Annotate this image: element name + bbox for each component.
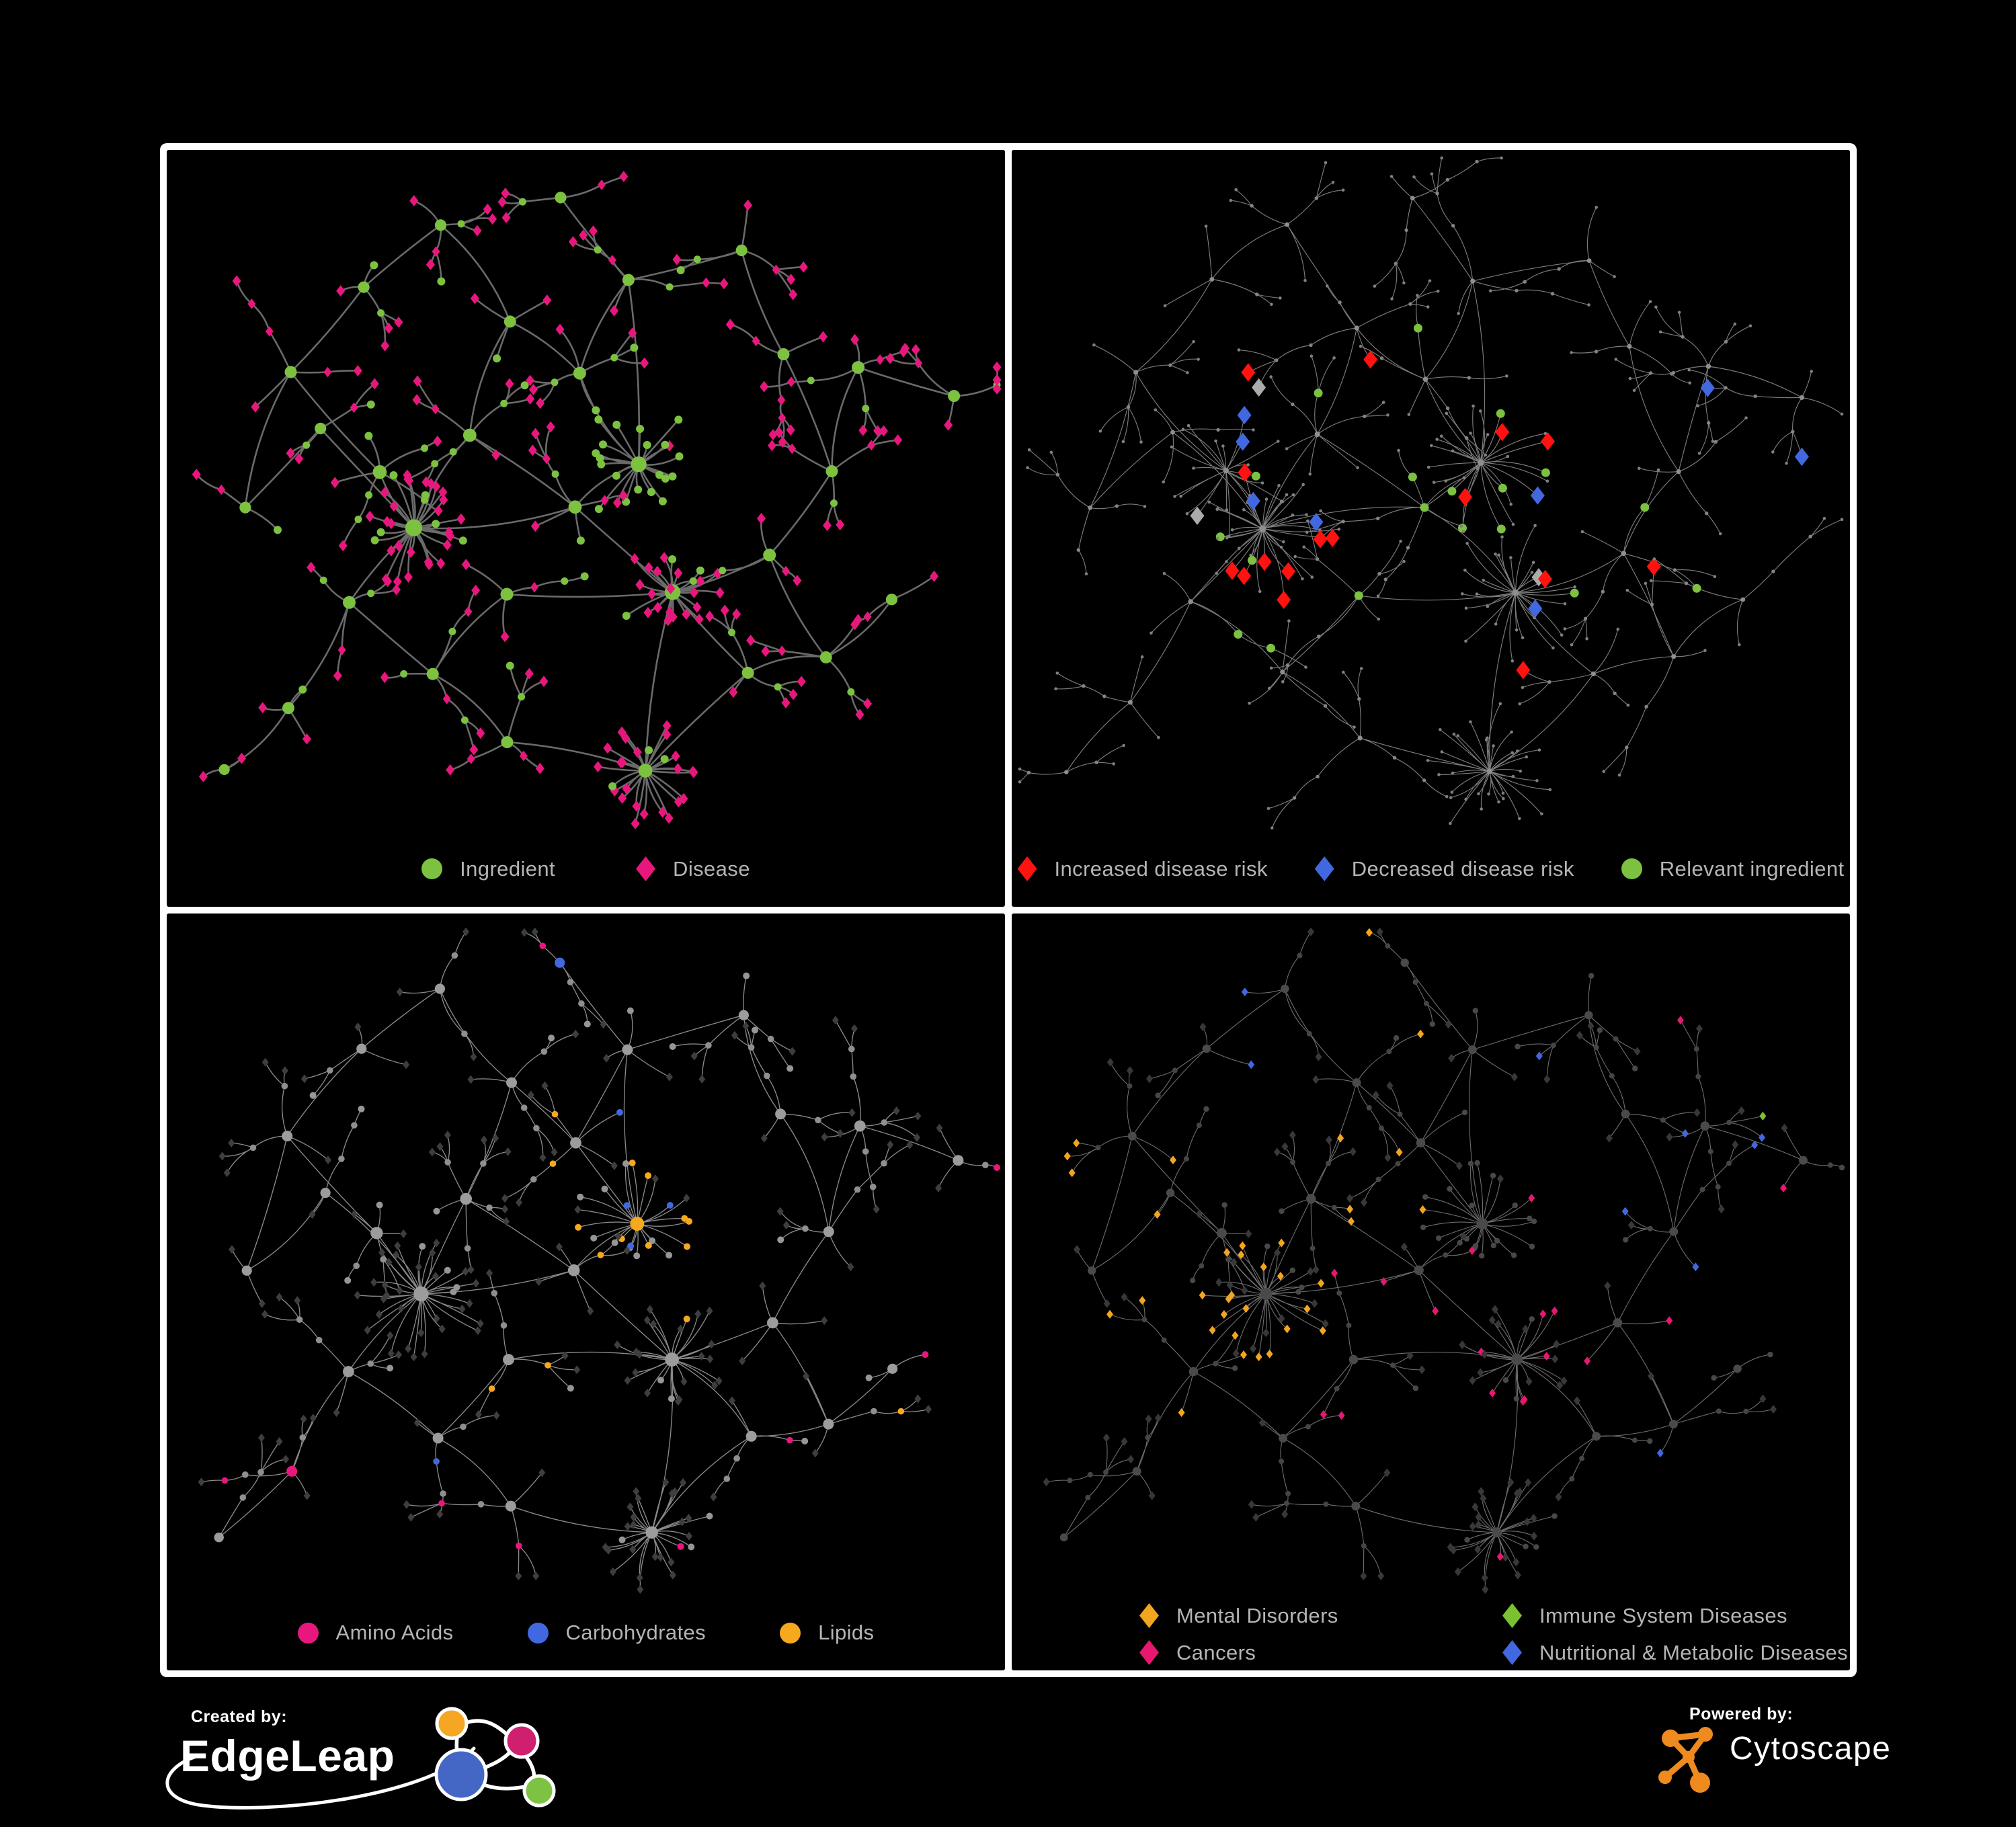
legend-item-disease: Disease	[636, 856, 750, 881]
edgeleap-brand-name: EdgeLeap	[180, 1731, 395, 1781]
legend: Increased disease risk Decreased disease…	[1012, 856, 1850, 881]
network-graph-ingredient-disease	[192, 171, 1002, 829]
legend-label: Lipids	[818, 1621, 875, 1644]
nutritional-metabolic-marker-icon	[1502, 1640, 1522, 1665]
amino-acids-marker-icon	[297, 1622, 319, 1643]
legend-label: Decreased disease risk	[1351, 856, 1574, 881]
legend: Amino Acids Carbohydrates Lipids	[167, 1621, 1005, 1645]
legend-item-mental-disorders: Mental Disorders	[1139, 1603, 1502, 1628]
network-graph-nutrient-class	[198, 927, 1000, 1594]
immune-system-marker-icon	[1502, 1603, 1522, 1628]
mental-disorders-marker-icon	[1139, 1603, 1159, 1628]
panel-ingredient-disease-network: Ingredient Disease	[167, 150, 1005, 907]
lipids-marker-icon	[780, 1622, 801, 1643]
legend-item-increased-risk: Increased disease risk	[1017, 856, 1268, 881]
panel-disease-category-network: Mental Disorders Immune System Diseases …	[1012, 914, 1850, 1670]
ingredient-marker-icon	[421, 858, 443, 879]
panel-disease-risk-network: Increased disease risk Decreased disease…	[1012, 150, 1850, 907]
panel-nutrient-class-network: Amino Acids Carbohydrates Lipids	[167, 914, 1005, 1670]
created-by-label: Created by:	[191, 1707, 288, 1726]
network-graph-disease-risk	[1018, 156, 1844, 829]
legend-label: Carbohydrates	[565, 1621, 707, 1644]
legend-item-immune-system-diseases: Immune System Diseases	[1502, 1603, 1848, 1628]
legend-item-decreased-risk: Decreased disease risk	[1314, 856, 1574, 881]
legend-label: Disease	[673, 856, 750, 881]
carbohydrates-marker-icon	[527, 1622, 549, 1643]
legend-item-carbohydrates: Carbohydrates	[527, 1621, 707, 1645]
edgeleap-logo-icon	[434, 1707, 556, 1808]
legend-item-lipids: Lipids	[780, 1621, 874, 1645]
legend-label: Relevant ingredient	[1659, 856, 1845, 881]
legend-item-cancers: Cancers	[1139, 1640, 1502, 1665]
edgeleap-swoosh	[165, 1746, 476, 1810]
powered-by-label: Powered by:	[1689, 1705, 1793, 1723]
legend-item-amino-acids: Amino Acids	[297, 1621, 454, 1645]
edgeleap-credit: Created by: EdgeLeap	[161, 1699, 618, 1827]
legend-item-ingredient: Ingredient	[421, 857, 555, 881]
panel-grid-frame: Ingredient Disease Increased disease ris…	[160, 143, 1857, 1677]
decreased-risk-marker-icon	[1314, 856, 1334, 881]
network-graph-disease-category	[1043, 927, 1845, 1594]
legend-label: Increased disease risk	[1054, 856, 1268, 881]
disease-marker-icon	[636, 856, 656, 881]
relevant-ingredient-marker-icon	[1621, 858, 1642, 879]
legend-label: Amino Acids	[335, 1621, 454, 1644]
legend: Ingredient Disease	[167, 856, 1005, 881]
legend-label: Mental Disorders	[1176, 1603, 1338, 1627]
legend-label: Ingredient	[460, 856, 556, 881]
legend-label: Cancers	[1176, 1640, 1256, 1664]
legend-label: Immune System Diseases	[1539, 1603, 1787, 1627]
increased-risk-marker-icon	[1017, 856, 1037, 881]
legend-item-relevant-ingredient: Relevant ingredient	[1621, 857, 1845, 881]
cytoscape-credit: Powered by: Cytoscape	[1650, 1699, 1960, 1800]
legend-item-nutritional-metabolic-diseases: Nutritional & Metabolic Diseases	[1502, 1640, 1848, 1665]
legend: Mental Disorders Immune System Diseases …	[1139, 1603, 1848, 1665]
cytoscape-brand-name: Cytoscape	[1730, 1731, 1892, 1767]
cytoscape-logo-icon	[1658, 1727, 1713, 1793]
legend-label: Nutritional & Metabolic Diseases	[1539, 1640, 1849, 1664]
cancers-marker-icon	[1139, 1640, 1159, 1665]
